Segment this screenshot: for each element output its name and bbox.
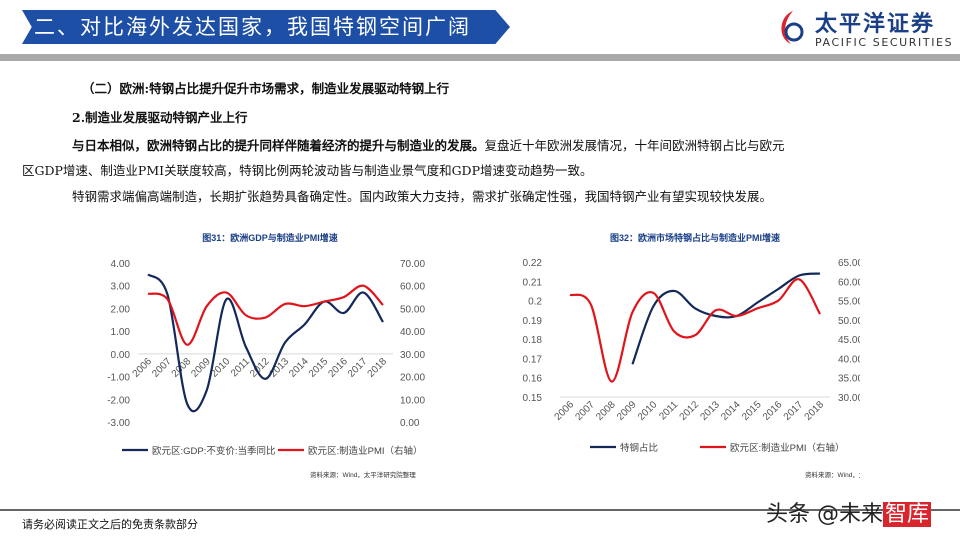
y-tick-label: 0.16 [523,374,543,385]
legend-label: 欧元区:制造业PMI（右轴） [308,445,423,457]
y-tick-label: -2.00 [107,395,130,406]
logo-text-en: PACIFIC SECURITIES [815,36,954,49]
y2-tick-label: 50.00 [400,304,425,315]
logo-icon [781,11,804,44]
x-tick-label: 2017 [782,399,806,423]
subsection-heading: 2.制造业发展驱动特钢产业上行 [72,110,248,125]
y-tick-label: 4.00 [111,259,131,270]
series-line-left [147,273,384,413]
footer-divider [0,509,960,511]
y-tick-label: 3.00 [111,282,131,293]
x-tick-label: 2015 [307,356,331,380]
x-tick-label: 2017 [346,356,370,380]
series-line-left [631,272,821,365]
paragraph-1-bold: 与日本相似，欧洲特钢占比的提升同样伴随着经济的提升与制造业的发展。 [72,138,485,153]
x-tick-label: 2016 [761,399,785,423]
y-tick-label: 0.22 [523,258,543,269]
source-note: 资料来源：Wind，太平洋研究院整理 [310,470,416,479]
y2-tick-label: 60.00 [400,282,425,293]
y-tick-label: 1.00 [111,327,131,338]
series-line-right [569,278,821,383]
x-tick-label: 2018 [803,399,827,423]
y-tick-label: -3.00 [107,418,130,429]
x-tick-label: 2010 [636,399,660,423]
section-banner: 二、对比海外发达国家，我国特钢空间广阔 [22,10,510,44]
y-tick-label: 2.00 [111,304,131,315]
x-tick-label: 2011 [657,399,680,422]
x-tick-label: 2006 [131,356,155,380]
y2-tick-label: 10.00 [400,395,425,406]
logo-text-cn: 太平洋证券 [815,12,936,37]
x-tick-label: 2014 [719,399,743,423]
chart-steel-share-pmi: 图32：欧洲市场特钢占比与制造业PMI增速 0.22 0.21 0.2 0.19 0.18… [523,232,860,479]
x-tick-label: 2016 [326,356,350,380]
paragraph-1-line2: 区GDP增速、制造业PMI关联度较高，特钢比例两轮波动皆与制造业景气度和GDP增… [22,163,593,178]
legend-label: 特钢占比 [620,442,658,454]
y-tick-label: 0.15 [523,393,543,404]
y-tick-label: 0.19 [523,316,543,327]
watermark: 头条 @未来智库 [766,502,932,527]
x-tick-label: 2007 [150,356,174,380]
y-tick-label: 0.18 [523,335,543,346]
y-tick-label: 0.00 [111,350,131,361]
company-logo: 太平洋证券 PACIFIC SECURITIES [775,6,955,52]
y2-tick-label: 30.00 [838,393,860,404]
x-tick-label: 2009 [615,399,639,423]
x-tick-label: 2007 [573,399,597,423]
source-note: 资料来源：Wind，太平洋研究院整理 [805,470,860,479]
x-tick-label: 2012 [678,399,702,423]
y2-tick-label: 30.00 [400,350,425,361]
y2-tick-label: 20.00 [400,373,425,384]
series-line-right [147,284,384,346]
y-tick-label: 0.2 [528,297,542,308]
chart-title: 图32：欧洲市场特钢占比与制造业PMI增速 [610,232,780,243]
y-tick-label: 0.21 [523,277,543,288]
y2-tick-label: 50.00 [838,316,860,327]
header-divider [0,54,960,61]
x-tick-label: 2018 [366,356,390,380]
x-tick-label: 2006 [553,399,577,423]
disclaimer: 请务必阅读正文之后的免责条款部分 [22,518,198,531]
y-tick-label: -1.00 [107,373,130,384]
x-tick-label: 2013 [268,356,292,380]
y2-tick-label: 60.00 [838,277,860,288]
y2-tick-label: 35.00 [838,374,860,385]
y2-tick-label: 65.00 [838,258,860,269]
y2-tick-label: 70.00 [400,259,425,270]
y2-tick-label: 40.00 [400,327,425,338]
section-heading: （二）欧洲:特钢占比提升促升市场需求，制造业发展驱动特钢上行 [82,81,450,96]
x-tick-label: 2015 [740,399,764,423]
paragraph-2: 特钢需求端偏高端制造，长期扩张趋势具备确定性。国内政策大力支持，需求扩张确定性强… [72,189,773,204]
x-tick-label: 2011 [229,356,252,379]
x-tick-label: 2008 [594,399,618,423]
chart-title: 图31：欧洲GDP与制造业PMI增速 [202,232,338,243]
legend-label: 欧元区:制造业PMI（右轴） [730,442,845,454]
x-tick-label: 2014 [287,356,311,380]
paragraph-1-rest: 复盘近十年欧洲发展情况，十年间欧洲特钢占比与欧元 [484,138,785,153]
y2-tick-label: 55.00 [838,297,860,308]
y2-tick-label: 0.00 [400,418,420,429]
legend-label: 欧元区:GDP:不变价:当季同比 [152,445,276,457]
y2-tick-label: 40.00 [838,354,860,365]
paragraph-1: 与日本相似，欧洲特钢占比的提升同样伴随着经济的提升与制造业的发展。复盘近十年欧洲… [72,135,785,154]
chart-gdp-pmi: 图31：欧洲GDP与制造业PMI增速 4.00 3.00 2.00 1.00 0.00 -1… [107,232,425,479]
y2-tick-label: 45.00 [838,335,860,346]
x-tick-label: 2013 [698,399,722,423]
y-tick-label: 0.17 [523,354,543,365]
